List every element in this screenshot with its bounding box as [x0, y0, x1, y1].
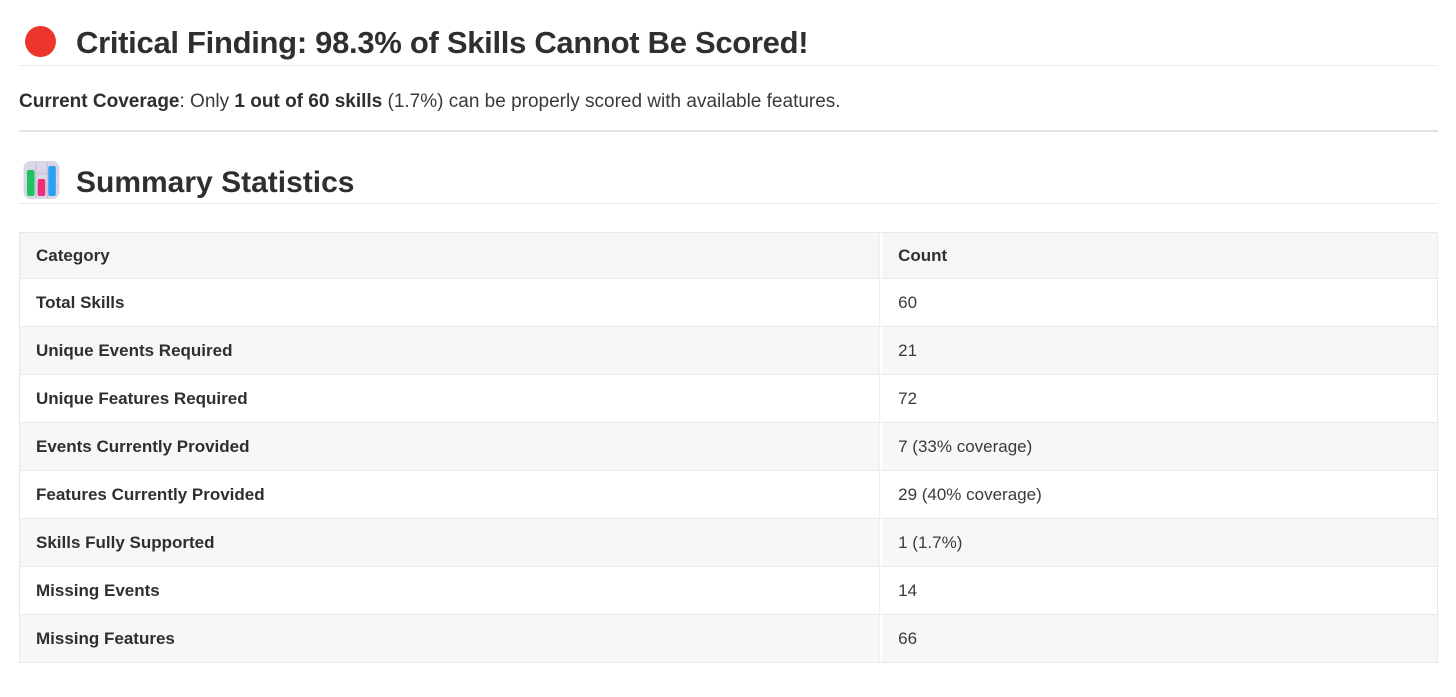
count-cell: 7 (33% coverage) — [880, 423, 1437, 471]
table-header-row: Category Count — [20, 233, 1437, 279]
category-cell: Events Currently Provided — [20, 423, 881, 471]
table-row: Features Currently Provided 29 (40% cove… — [20, 471, 1437, 519]
divider — [19, 130, 1438, 132]
coverage-label: Current Coverage — [19, 91, 180, 112]
category-cell: Features Currently Provided — [20, 471, 881, 519]
category-cell: Total Skills — [20, 279, 881, 327]
coverage-text-mid: : Only — [179, 91, 235, 112]
count-cell: 29 (40% coverage) — [880, 471, 1437, 519]
column-header-count: Count — [880, 233, 1437, 279]
count-cell: 21 — [880, 327, 1437, 375]
coverage-text-tail: (1.7%) can be properly scored with avail… — [382, 91, 841, 112]
table-row: Missing Features 66 — [20, 615, 1437, 662]
category-cell: Skills Fully Supported — [20, 519, 881, 567]
document-page: Critical Finding: 98.3% of Skills Cannot… — [0, 23, 1456, 663]
table-row: Skills Fully Supported 1 (1.7%) — [20, 519, 1437, 567]
bar-chart-icon — [23, 160, 60, 200]
count-cell: 14 — [880, 567, 1437, 615]
coverage-summary: Current Coverage: Only 1 out of 60 skill… — [19, 90, 1438, 113]
summary-statistics-heading: Summary Statistics — [19, 160, 1438, 204]
table-row: Missing Events 14 — [20, 567, 1437, 615]
summary-statistics-table: Category Count Total Skills 60 Unique Ev… — [19, 232, 1438, 663]
red-circle-icon — [25, 26, 56, 57]
count-cell: 66 — [880, 615, 1437, 662]
table-row: Total Skills 60 — [20, 279, 1437, 327]
table-row: Events Currently Provided 7 (33% coverag… — [20, 423, 1437, 471]
coverage-value: 1 out of 60 skills — [234, 91, 383, 112]
count-cell: 60 — [880, 279, 1437, 327]
summary-statistics-title: Summary Statistics — [76, 166, 355, 199]
table-row: Unique Features Required 72 — [20, 375, 1437, 423]
category-cell: Missing Features — [20, 615, 881, 662]
critical-finding-title: Critical Finding: 98.3% of Skills Cannot… — [76, 25, 809, 60]
critical-finding-heading: Critical Finding: 98.3% of Skills Cannot… — [19, 23, 1438, 66]
category-cell: Unique Features Required — [20, 375, 881, 423]
count-cell: 72 — [880, 375, 1437, 423]
count-cell: 1 (1.7%) — [880, 519, 1437, 567]
table-row: Unique Events Required 21 — [20, 327, 1437, 375]
category-cell: Missing Events — [20, 567, 881, 615]
category-cell: Unique Events Required — [20, 327, 881, 375]
column-header-category: Category — [20, 233, 881, 279]
